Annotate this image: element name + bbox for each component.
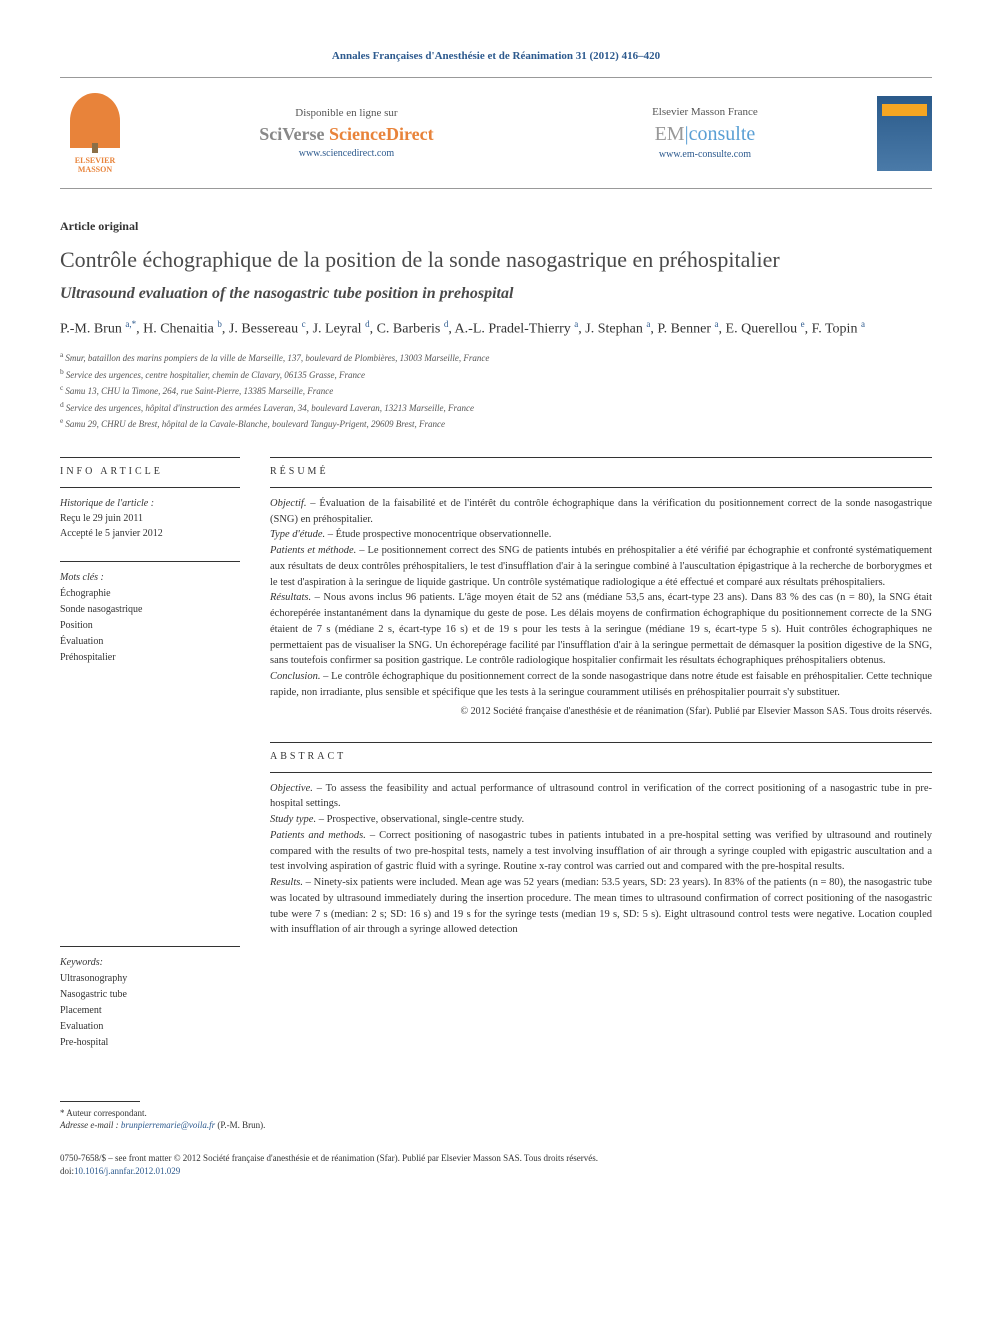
study-type-label: Study type. – [270, 814, 324, 825]
received-date: Reçu le 29 juin 2011 [60, 511, 240, 526]
corr-author-email[interactable]: brunpierremarie@voila.fr [121, 1120, 215, 1130]
historique-label: Historique de l'article : [60, 496, 240, 511]
mot-cle-item: Position [60, 618, 240, 634]
mot-cle-item: Échographie [60, 586, 240, 602]
journal-cover-thumbnail [877, 96, 932, 171]
emconsulte-block: Elsevier Masson France EM|consulte www.e… [652, 106, 758, 160]
sciverse-suffix: ScienceDirect [329, 124, 434, 144]
results-label: Results. – [270, 877, 311, 888]
resume-copyright: © 2012 Société française d'anesthésie et… [270, 706, 932, 717]
corresponding-author-footnote: * Auteur correspondant. Adresse e-mail :… [60, 1107, 932, 1132]
affiliations-list: aSmur, bataillon des marins pompiers de … [60, 349, 932, 432]
accepted-date: Accepté le 5 janvier 2012 [60, 526, 240, 541]
mots-cles-label: Mots clés : [60, 570, 240, 586]
study-type-text: Prospective, observational, single-centr… [324, 814, 524, 825]
resume-header: RÉSUMÉ [270, 457, 932, 477]
masson-label: Elsevier Masson France [652, 106, 758, 118]
publisher-banner: ELSEVIER MASSON Disponible en ligne sur … [60, 77, 932, 189]
conclusion-label: Conclusion. – [270, 671, 328, 682]
objective-text: To assess the feasibility and actual per… [270, 783, 932, 810]
keyword-item: Placement [60, 1003, 240, 1019]
email-label: Adresse e-mail : [60, 1120, 119, 1130]
elsevier-tree-icon [70, 93, 120, 148]
resultats-label: Résultats. – [270, 592, 320, 603]
em-suffix: consulte [689, 123, 756, 145]
article-history: Historique de l'article : Reçu le 29 jui… [60, 487, 240, 541]
resume-block: Objectif. – Évaluation de la faisabilité… [270, 487, 932, 717]
elsevier-logo: ELSEVIER MASSON [60, 88, 130, 178]
affiliation-item: eSamu 29, CHRU de Brest, hôpital de la C… [60, 415, 932, 432]
objective-label: Objective. – [270, 783, 322, 794]
mots-cles-block: Mots clés : ÉchographieSonde nasogastriq… [60, 561, 240, 666]
affiliation-item: aSmur, bataillon des marins pompiers de … [60, 349, 932, 366]
journal-citation: Annales Françaises d'Anesthésie et de Ré… [60, 50, 932, 62]
keywords-block: Keywords: UltrasonographyNasogastric tub… [60, 946, 240, 1051]
keywords-label: Keywords: [60, 955, 240, 971]
type-etude-text: Étude prospective monocentrique observat… [333, 529, 551, 540]
resultats-text: Nous avons inclus 96 patients. L'âge moy… [270, 592, 932, 666]
patients-methods-label: Patients and methods. – [270, 830, 375, 841]
patients-methode-label: Patients et méthode. – [270, 545, 365, 556]
sciverse-logo: SciVerse ScienceDirect [259, 124, 433, 145]
objectif-label: Objectif. – [270, 498, 316, 509]
article-title: Contrôle échographique de la position de… [60, 246, 932, 275]
sciverse-prefix: SciVerse [259, 124, 329, 144]
abstract-block: Objective. – To assess the feasibility a… [270, 772, 932, 939]
article-type: Article original [60, 219, 932, 234]
elsevier-label: ELSEVIER MASSON [60, 156, 130, 174]
affiliation-item: dService des urgences, hôpital d'instruc… [60, 399, 932, 416]
authors-list: P.-M. Brun a,*, H. Chenaitia b, J. Besse… [60, 318, 932, 340]
emconsulte-url[interactable]: www.em-consulte.com [652, 149, 758, 160]
em-logo: EM|consulte [652, 123, 758, 146]
results-text: Ninety-six patients were included. Mean … [270, 877, 932, 935]
objectif-text: Évaluation de la faisabilité et de l'int… [270, 498, 932, 525]
info-article-header: INFO ARTICLE [60, 457, 240, 477]
keyword-item: Nasogastric tube [60, 987, 240, 1003]
affiliation-item: cSamu 13, CHU la Timone, 264, rue Saint-… [60, 382, 932, 399]
disponible-label: Disponible en ligne sur [259, 107, 433, 119]
abstract-header: ABSTRACT [270, 742, 932, 762]
keyword-item: Ultrasonography [60, 971, 240, 987]
corr-author-label: * Auteur correspondant. [60, 1107, 932, 1120]
article-subtitle: Ultrasound evaluation of the nasogastric… [60, 285, 932, 303]
sciencedirect-url[interactable]: www.sciencedirect.com [259, 148, 433, 159]
conclusion-text: Le contrôle échographique du positionnem… [270, 671, 932, 698]
keyword-item: Evaluation [60, 1019, 240, 1035]
type-etude-label: Type d'étude. – [270, 529, 333, 540]
keyword-item: Pre-hospital [60, 1035, 240, 1051]
doi-link[interactable]: 10.1016/j.annfar.2012.01.029 [74, 1166, 180, 1176]
footnote-separator [60, 1101, 140, 1102]
mot-cle-item: Évaluation [60, 634, 240, 650]
em-prefix: EM [655, 123, 685, 145]
mot-cle-item: Préhospitalier [60, 650, 240, 666]
sciencedirect-block: Disponible en ligne sur SciVerse Science… [259, 107, 433, 159]
affiliation-item: bService des urgences, centre hospitalie… [60, 366, 932, 383]
corr-author-name: (P.-M. Brun). [215, 1120, 265, 1130]
page-footer: 0750-7658/$ – see front matter © 2012 So… [60, 1152, 932, 1177]
issn-copyright: 0750-7658/$ – see front matter © 2012 So… [60, 1152, 932, 1165]
mot-cle-item: Sonde nasogastrique [60, 602, 240, 618]
patients-methode-text: Le positionnement correct des SNG de pat… [270, 545, 932, 588]
doi-label: doi: [60, 1166, 74, 1176]
